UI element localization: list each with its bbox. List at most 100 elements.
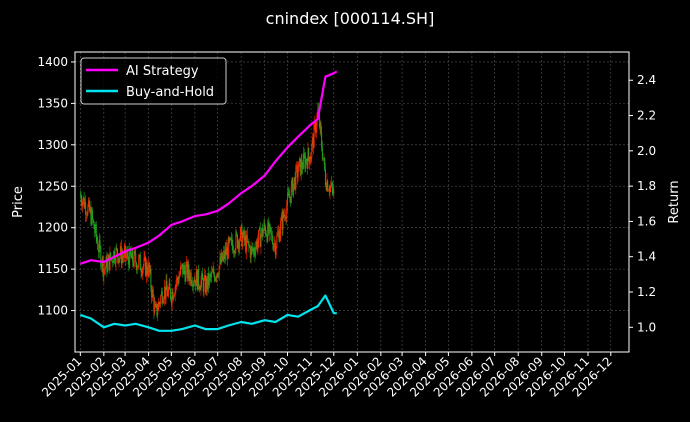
candle-body (259, 227, 261, 247)
price-candle (182, 263, 184, 278)
price-candle (213, 265, 215, 278)
candle-body (92, 219, 94, 222)
price-candle (256, 237, 258, 253)
price-candle (154, 297, 156, 316)
candle-body (258, 227, 260, 231)
candle-body (251, 246, 253, 249)
price-candle (200, 275, 202, 296)
candle-body (260, 235, 262, 247)
price-candle (140, 264, 142, 279)
candle-body (284, 214, 286, 219)
candle-body (147, 272, 149, 276)
candle-body (242, 230, 244, 237)
price-candle (173, 295, 175, 302)
candle-body (148, 262, 150, 273)
price-candle (257, 234, 259, 255)
candle-body (232, 245, 234, 253)
price-candle (136, 264, 138, 275)
candle-body (91, 210, 93, 225)
candle-body (205, 275, 207, 293)
price-candle (93, 220, 95, 230)
plot-frame (74, 51, 630, 353)
candle-body (233, 251, 235, 254)
price-candle (210, 272, 212, 284)
candle-body (302, 153, 304, 169)
price-candle (224, 246, 226, 264)
price-candle (151, 284, 153, 304)
candle-body (281, 215, 283, 230)
candle-body (114, 260, 116, 264)
candle-body (219, 257, 221, 266)
price-candle (203, 274, 205, 298)
candle-body (207, 272, 209, 290)
candle-body (139, 254, 141, 258)
candle-body (179, 274, 181, 278)
candle-body (214, 274, 216, 281)
y2-tick-label: 1.6 (637, 214, 656, 228)
candle-body (211, 272, 213, 278)
candle-body (85, 202, 87, 215)
price-candle (215, 275, 217, 283)
price-candle (302, 146, 304, 170)
candle-body (264, 226, 266, 235)
price-candle (268, 217, 270, 237)
candle-body (319, 122, 321, 128)
price-candle (195, 279, 197, 292)
price-candle (92, 218, 94, 224)
candle-body (217, 276, 219, 277)
candle-body (287, 193, 289, 195)
candle-body (254, 252, 256, 256)
price-candle (283, 208, 285, 222)
price-candle (101, 262, 103, 272)
y-tick-label: 1100 (37, 304, 68, 318)
candle-body (224, 248, 226, 259)
candle-body (138, 257, 140, 266)
price-candle (307, 142, 309, 170)
candle-body (295, 166, 297, 189)
price-candle (289, 189, 291, 203)
price-candle (321, 141, 323, 162)
price-candle (277, 226, 279, 237)
candle-body (312, 137, 314, 148)
candle-body (280, 215, 282, 222)
price-candle (240, 225, 242, 235)
price-candle (88, 197, 90, 208)
candle-body (98, 240, 100, 252)
price-candle (116, 243, 118, 251)
price-candle (220, 252, 222, 265)
candle-body (203, 278, 205, 292)
candle-body (288, 193, 290, 198)
price-candle (98, 243, 100, 259)
candle-body (231, 238, 233, 246)
price-candle (212, 261, 214, 274)
candle-body (201, 273, 203, 281)
price-candle (225, 242, 227, 261)
candle-body (315, 122, 317, 134)
price-candle (85, 195, 87, 222)
price-candle (178, 270, 180, 285)
candle-body (166, 280, 168, 291)
candle-body (223, 251, 225, 256)
candle-body (271, 234, 273, 243)
candle-body (249, 246, 251, 248)
price-candle (205, 269, 207, 295)
candle-body (85, 214, 87, 216)
price-candle (176, 275, 178, 287)
price-candle (291, 176, 293, 192)
candle-body (188, 264, 190, 276)
candle-body (233, 251, 235, 253)
price-candle (189, 269, 191, 286)
candle-body (294, 177, 296, 189)
price-candle (327, 179, 329, 192)
y2-tick-label: 1.8 (637, 179, 656, 193)
y-tick-label: 1200 (37, 221, 68, 235)
price-candle (120, 242, 122, 260)
price-candle (263, 219, 265, 233)
price-candle (209, 270, 211, 282)
price-candle (235, 228, 237, 254)
candle-body (164, 286, 166, 299)
candle-body (331, 182, 333, 189)
price-candle (142, 264, 144, 274)
price-candle (266, 233, 268, 244)
candle-body (308, 148, 310, 157)
